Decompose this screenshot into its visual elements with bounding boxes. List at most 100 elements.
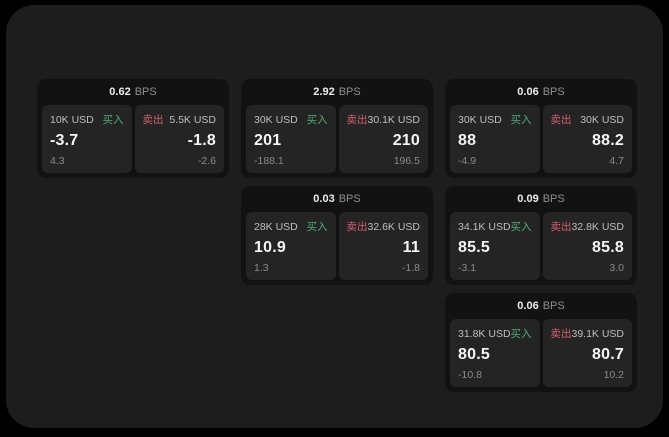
sell-price: 85.8 bbox=[592, 239, 624, 257]
sell-tile[interactable]: 卖出 32.8K USD 85.8 3.0 bbox=[542, 212, 632, 280]
sell-amount: 39.1K USD bbox=[571, 327, 625, 340]
sell-change: 196.5 bbox=[393, 155, 420, 167]
buy-price: 80.5 bbox=[458, 346, 490, 364]
bps-unit: BPS bbox=[542, 193, 565, 205]
sell-price: 11 bbox=[402, 239, 420, 257]
sell-amount: 5.5K USD bbox=[169, 113, 216, 126]
sell-side-label: 卖出 bbox=[142, 114, 164, 126]
quote-card: 0.03 BPS 28K USD 买入 10.9 1.3 卖出 bbox=[241, 186, 433, 285]
sell-side-label: 卖出 bbox=[550, 114, 572, 126]
quote-card: 0.06 BPS 31.8K USD 买入 80.5 -10.8 卖 bbox=[445, 293, 637, 392]
sell-side-label: 卖出 bbox=[550, 221, 572, 233]
quote-card: 0.09 BPS 34.1K USD 买入 85.5 -3.1 卖出 bbox=[445, 186, 637, 285]
buy-amount: 30K USD bbox=[458, 113, 502, 126]
buy-tile-top: 30K USD 买入 bbox=[254, 112, 328, 127]
sell-price: 80.7 bbox=[592, 346, 624, 364]
sell-side-label: 卖出 bbox=[346, 221, 368, 233]
sell-amount: 32.8K USD bbox=[571, 220, 625, 233]
buy-change: -3.1 bbox=[458, 262, 477, 274]
buy-amount: 31.8K USD bbox=[458, 327, 511, 340]
bps-header: 0.62 BPS bbox=[37, 79, 229, 105]
bps-unit: BPS bbox=[338, 193, 361, 205]
sell-price: -1.8 bbox=[187, 132, 216, 150]
bps-value: 0.06 bbox=[517, 300, 539, 312]
quote-card: 0.06 BPS 30K USD 买入 88 -4.9 卖出 bbox=[445, 79, 637, 178]
buy-change: 1.3 bbox=[254, 262, 269, 274]
sell-tile[interactable]: 卖出 30K USD 88.2 4.7 bbox=[542, 105, 632, 173]
sell-change: 10.2 bbox=[603, 369, 624, 381]
bps-header: 0.06 BPS bbox=[445, 79, 637, 105]
buy-change: 4.3 bbox=[50, 155, 65, 167]
sell-tile-top: 卖出 39.1K USD bbox=[551, 326, 625, 341]
buy-tile-top: 30K USD 买入 bbox=[458, 112, 532, 127]
bps-unit: BPS bbox=[134, 86, 157, 98]
bps-header: 2.92 BPS bbox=[241, 79, 433, 105]
quote-tiles: 10K USD 买入 -3.7 4.3 卖出 5.5K USD -1.8 -2.… bbox=[37, 105, 229, 178]
buy-tile-top: 28K USD 买入 bbox=[254, 219, 328, 234]
bps-unit: BPS bbox=[338, 86, 361, 98]
buy-change: -188.1 bbox=[254, 155, 284, 167]
sell-tile-top: 卖出 30K USD bbox=[551, 112, 625, 127]
bps-value: 2.92 bbox=[313, 86, 335, 98]
sell-change: 4.7 bbox=[609, 155, 624, 167]
sell-tile-top: 卖出 5.5K USD bbox=[143, 112, 217, 127]
main-panel: 0.62 BPS 10K USD 买入 -3.7 4.3 卖出 bbox=[6, 5, 663, 428]
quote-card: 0.62 BPS 10K USD 买入 -3.7 4.3 卖出 bbox=[37, 79, 229, 178]
bps-header: 0.09 BPS bbox=[445, 186, 637, 212]
buy-price: 10.9 bbox=[254, 239, 286, 257]
buy-tile[interactable]: 28K USD 买入 10.9 1.3 bbox=[246, 212, 336, 280]
buy-price: 85.5 bbox=[458, 239, 490, 257]
quote-card: 2.92 BPS 30K USD 买入 201 -188.1 卖出 bbox=[241, 79, 433, 178]
sell-tile[interactable]: 卖出 32.6K USD 11 -1.8 bbox=[338, 212, 428, 280]
sell-side-label: 卖出 bbox=[346, 114, 368, 126]
buy-amount: 28K USD bbox=[254, 220, 298, 233]
sell-amount: 32.6K USD bbox=[367, 220, 421, 233]
buy-side-label: 买入 bbox=[102, 114, 124, 126]
buy-tile-top: 10K USD 买入 bbox=[50, 112, 124, 127]
bps-value: 0.09 bbox=[517, 193, 539, 205]
buy-tile-top: 31.8K USD 买入 bbox=[458, 326, 532, 341]
bps-header: 0.03 BPS bbox=[241, 186, 433, 212]
bps-unit: BPS bbox=[542, 86, 565, 98]
buy-side-label: 买入 bbox=[510, 114, 532, 126]
buy-side-label: 买入 bbox=[306, 221, 328, 233]
buy-side-label: 买入 bbox=[306, 114, 328, 126]
buy-tile[interactable]: 10K USD 买入 -3.7 4.3 bbox=[42, 105, 132, 173]
sell-tile-top: 卖出 32.8K USD bbox=[551, 219, 625, 234]
buy-side-label: 买入 bbox=[510, 221, 532, 233]
sell-tile-top: 卖出 32.6K USD bbox=[347, 219, 421, 234]
sell-side-label: 卖出 bbox=[550, 328, 572, 340]
buy-amount: 10K USD bbox=[50, 113, 94, 126]
sell-change: 3.0 bbox=[609, 262, 624, 274]
quote-cards-grid: 0.62 BPS 10K USD 买入 -3.7 4.3 卖出 bbox=[37, 79, 637, 392]
sell-price: 88.2 bbox=[592, 132, 624, 150]
bps-value: 0.03 bbox=[313, 193, 335, 205]
buy-tile[interactable]: 30K USD 买入 201 -188.1 bbox=[246, 105, 336, 173]
bps-header: 0.06 BPS bbox=[445, 293, 637, 319]
sell-price: 210 bbox=[392, 132, 420, 150]
buy-change: -10.8 bbox=[458, 369, 482, 381]
buy-tile[interactable]: 34.1K USD 买入 85.5 -3.1 bbox=[450, 212, 540, 280]
buy-tile[interactable]: 31.8K USD 买入 80.5 -10.8 bbox=[450, 319, 540, 387]
sell-tile[interactable]: 卖出 5.5K USD -1.8 -2.6 bbox=[134, 105, 224, 173]
buy-tile[interactable]: 30K USD 买入 88 -4.9 bbox=[450, 105, 540, 173]
bps-unit: BPS bbox=[542, 300, 565, 312]
sell-amount: 30.1K USD bbox=[367, 113, 421, 126]
sell-change: -1.8 bbox=[401, 262, 420, 274]
sell-tile[interactable]: 卖出 30.1K USD 210 196.5 bbox=[338, 105, 428, 173]
buy-amount: 34.1K USD bbox=[458, 220, 511, 233]
buy-price: 201 bbox=[254, 132, 282, 150]
quote-tiles: 31.8K USD 买入 80.5 -10.8 卖出 39.1K USD 80.… bbox=[445, 319, 637, 392]
sell-tile[interactable]: 卖出 39.1K USD 80.7 10.2 bbox=[542, 319, 632, 387]
quote-tiles: 34.1K USD 买入 85.5 -3.1 卖出 32.8K USD 85.8… bbox=[445, 212, 637, 285]
buy-amount: 30K USD bbox=[254, 113, 298, 126]
quote-tiles: 30K USD 买入 201 -188.1 卖出 30.1K USD 210 1… bbox=[241, 105, 433, 178]
bps-value: 0.62 bbox=[109, 86, 131, 98]
buy-tile-top: 34.1K USD 买入 bbox=[458, 219, 532, 234]
bps-value: 0.06 bbox=[517, 86, 539, 98]
buy-price: 88 bbox=[458, 132, 477, 150]
quote-tiles: 28K USD 买入 10.9 1.3 卖出 32.6K USD 11 -1.8 bbox=[241, 212, 433, 285]
sell-change: -2.6 bbox=[197, 155, 216, 167]
buy-price: -3.7 bbox=[50, 132, 79, 150]
